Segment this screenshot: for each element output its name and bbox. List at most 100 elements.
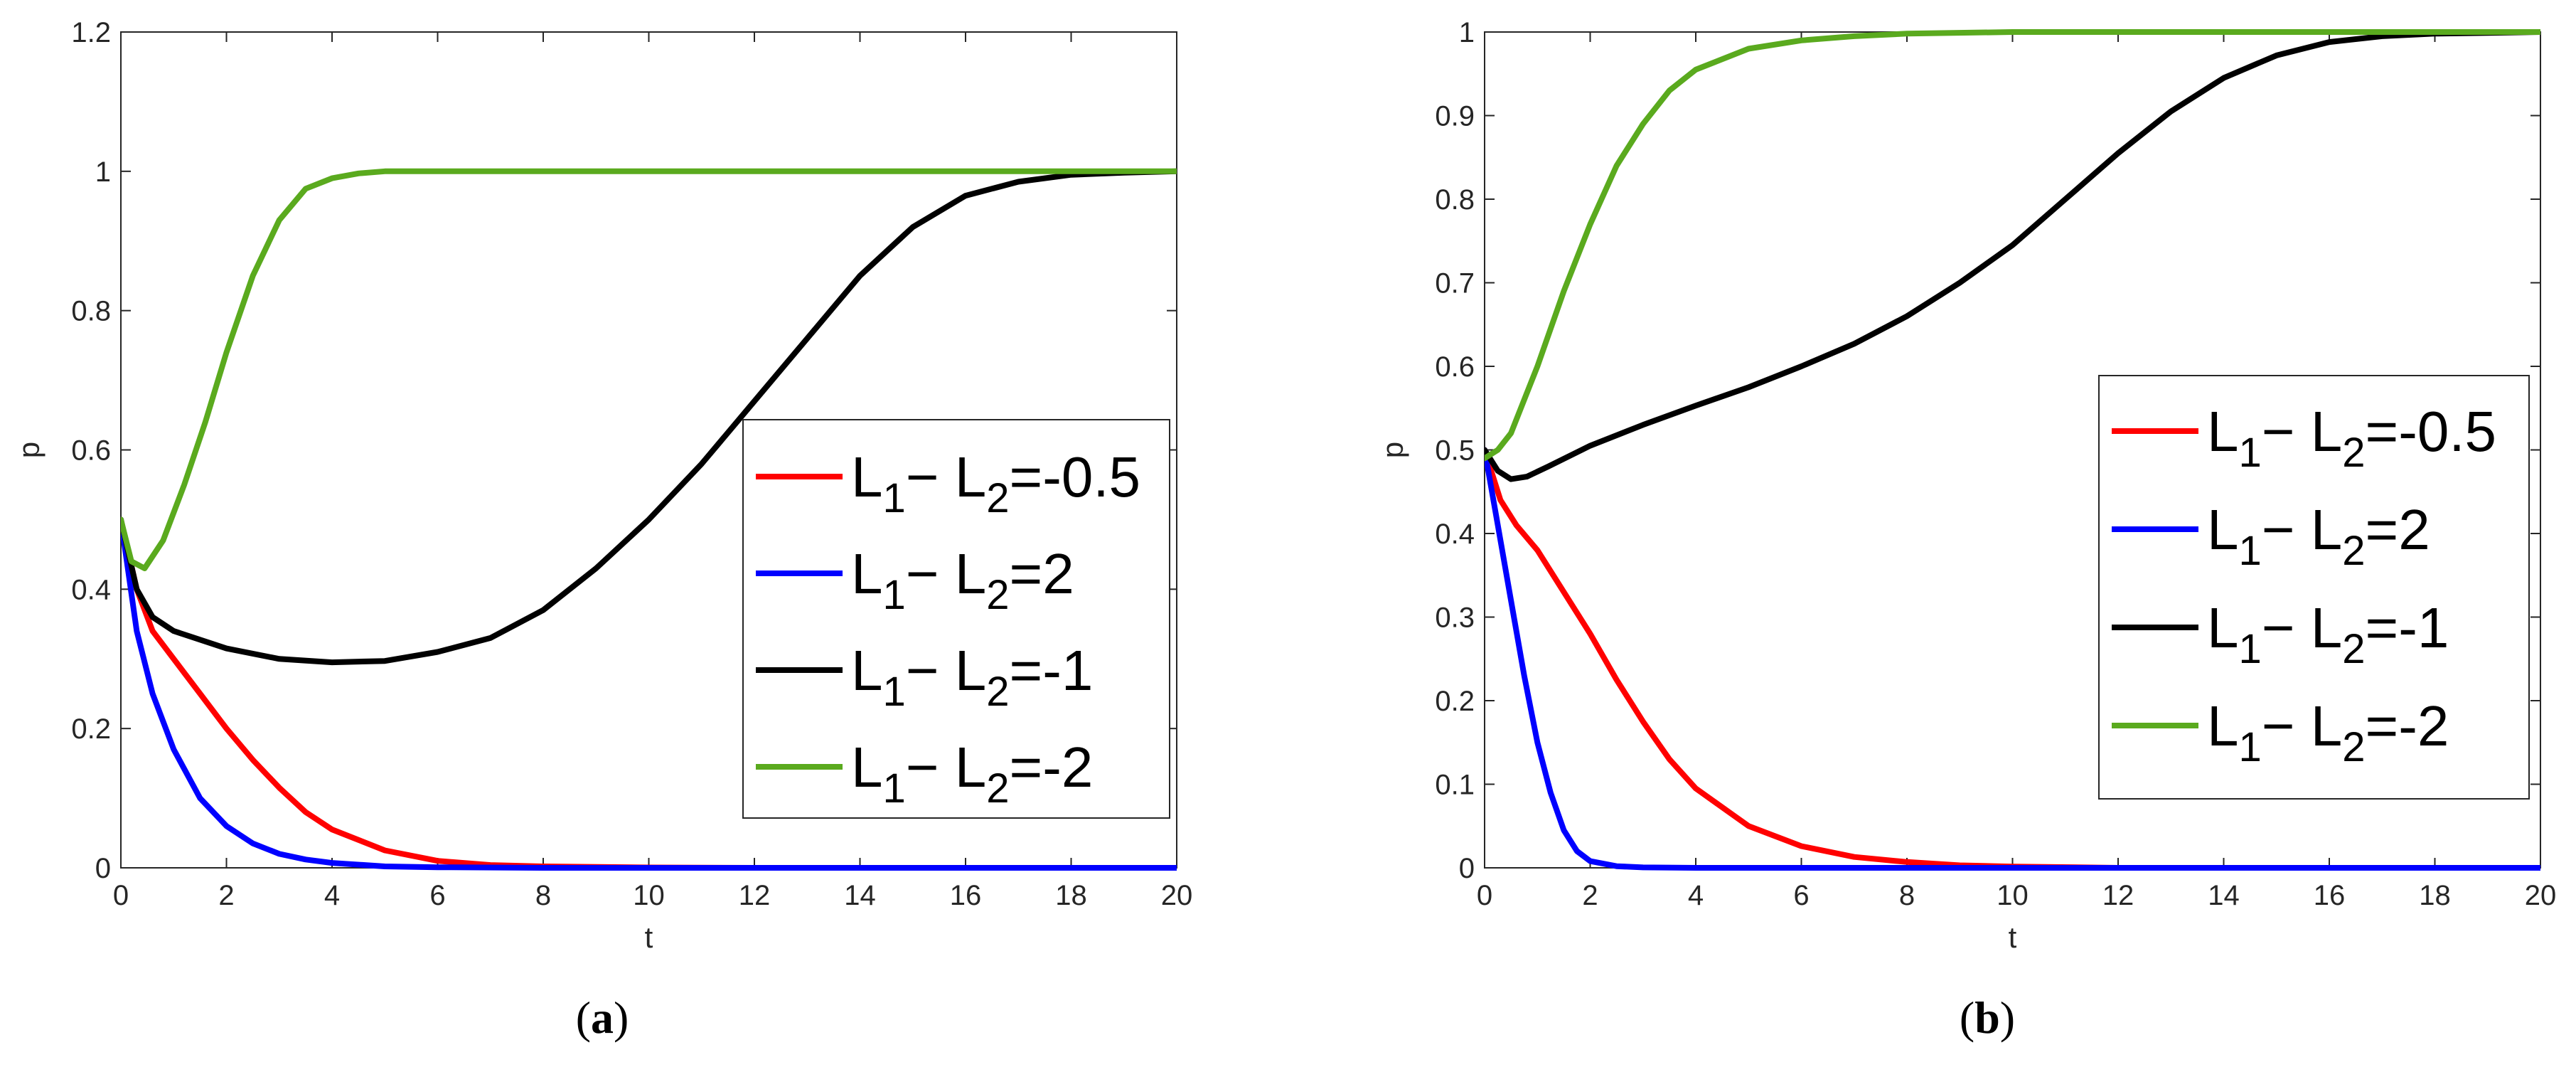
x-tick-label: 20 — [2525, 880, 2557, 911]
legend-text-part: 2 — [986, 572, 1009, 618]
y-tick-label: 0.2 — [71, 713, 111, 745]
legend-text-part: L — [939, 445, 986, 509]
panel-caption-letter: b — [1974, 992, 2000, 1043]
legend-text-part: L — [2294, 498, 2342, 561]
y-tick-label: 1 — [95, 156, 111, 188]
x-tick-label: 6 — [1793, 880, 1809, 911]
legend-box — [742, 419, 1170, 819]
y-tick-label: 1.2 — [71, 17, 111, 48]
series-line-2 — [121, 516, 1177, 871]
legend-text-part: L — [851, 639, 883, 702]
legend-text-part: L — [2294, 694, 2342, 758]
x-tick-label: 0 — [113, 880, 129, 911]
y-axis-label: p — [12, 442, 46, 458]
y-tick-label: 0.9 — [1435, 101, 1475, 132]
x-tick-label: 6 — [429, 880, 445, 911]
y-tick-label: 0.8 — [1435, 184, 1475, 216]
legend-text-part: 2 — [986, 475, 1009, 521]
legend-text-part: L — [2207, 596, 2239, 659]
x-axis-label: t — [645, 920, 653, 954]
panel-caption-b: (b) — [1960, 992, 2015, 1043]
legend-text-part: L — [851, 736, 883, 799]
panel-caption-letter: a — [591, 992, 614, 1043]
y-tick-label: 0.1 — [1435, 770, 1475, 801]
y-tick-label: 0 — [95, 853, 111, 884]
x-tick-label: 4 — [1688, 880, 1704, 911]
legend-text-part: L — [851, 445, 883, 509]
chart-panel-b: 0 2 4 6 8 10 12 14 16 18 2000.10.20.30.40.50.60.70… — [1376, 17, 2556, 1043]
x-tick-label: 8 — [1899, 880, 1915, 911]
legend-text-part: 1 — [883, 669, 906, 715]
legend-entry-3: L1− L2=-1 — [851, 639, 1093, 715]
x-tick-label: 2 — [1582, 880, 1598, 911]
y-tick-label: 0.3 — [1435, 602, 1475, 634]
legend-text-part: =2 — [2365, 498, 2430, 561]
y-tick-label: 1 — [1459, 17, 1475, 48]
legend-text-part: − — [906, 639, 939, 702]
legend-text-part: L — [851, 542, 883, 605]
x-tick-label: 10 — [633, 880, 665, 911]
panel-caption-paren: ) — [614, 992, 629, 1043]
y-tick-label: 0.6 — [71, 435, 111, 467]
x-axis-label: t — [2009, 920, 2017, 954]
x-tick-label: 14 — [844, 880, 876, 911]
legend-text-part: 1 — [2239, 528, 2262, 574]
legend-text-part: L — [2294, 400, 2342, 463]
x-tick-label: 18 — [1055, 880, 1087, 911]
legend-text-part: L — [939, 639, 986, 702]
legend-text-part: 2 — [2342, 626, 2365, 672]
panel-caption-paren: ) — [2000, 992, 2015, 1043]
x-tick-label: 2 — [218, 880, 234, 911]
legend-entry-4: L1− L2=-2 — [2207, 694, 2449, 770]
legend-text-part: 1 — [2239, 724, 2262, 770]
x-tick-label: 12 — [739, 880, 771, 911]
legend-text-part: − — [2262, 498, 2295, 561]
legend-text-part: L — [2207, 498, 2239, 561]
y-tick-label: 0.4 — [71, 574, 111, 605]
legend-text-part: − — [906, 542, 939, 605]
x-tick-label: 16 — [2314, 880, 2346, 911]
legend-entry-2: L1− L2=2 — [2207, 498, 2430, 574]
legend-text-part: L — [939, 736, 986, 799]
x-tick-label: 12 — [2102, 880, 2134, 911]
legend-text-part: 1 — [2239, 430, 2262, 476]
legend-text-part: − — [2262, 400, 2295, 463]
legend-text-part: =-0.5 — [1009, 445, 1140, 509]
legend-entry-3: L1− L2=-1 — [2207, 596, 2449, 672]
legend-text-part: 2 — [2342, 724, 2365, 770]
x-tick-label: 8 — [535, 880, 551, 911]
legend-entry-4: L1− L2=-2 — [851, 736, 1093, 812]
legend-text-part: =-0.5 — [2365, 400, 2496, 463]
legend-text-part: − — [2262, 596, 2295, 659]
legend-text-part: 2 — [2342, 528, 2365, 574]
series-line-4 — [121, 168, 1177, 571]
legend-text-part: − — [906, 445, 939, 509]
legend-entry-1: L1− L2=-0.5 — [851, 445, 1140, 521]
x-tick-label: 18 — [2419, 880, 2451, 911]
series-line-2 — [1485, 447, 2540, 871]
y-tick-label: 0.2 — [1435, 686, 1475, 717]
x-tick-label: 10 — [1997, 880, 2029, 911]
legend-text-part: − — [906, 736, 939, 799]
panel-caption-a: (a) — [576, 992, 629, 1043]
legend-text-part: − — [2262, 694, 2295, 758]
legend-text-part: L — [2207, 694, 2239, 758]
legend-text-part: 1 — [2239, 626, 2262, 672]
legend-entry-1: L1− L2=-0.5 — [2207, 400, 2496, 476]
y-tick-label: 0 — [1459, 853, 1475, 884]
legend-text-part: =-2 — [1009, 736, 1093, 799]
y-tick-label: 0.8 — [71, 296, 111, 327]
series-line-3 — [1485, 29, 2540, 482]
legend-text-part: 2 — [986, 669, 1009, 715]
y-tick-label: 0.4 — [1435, 519, 1475, 550]
legend-text-part: =-1 — [1009, 639, 1093, 702]
x-tick-label: 16 — [950, 880, 982, 911]
legend-text-part: =-2 — [2365, 694, 2449, 758]
y-tick-label: 0.5 — [1435, 435, 1475, 467]
legend-text-part: 2 — [2342, 430, 2365, 476]
y-tick-label: 0.6 — [1435, 351, 1475, 383]
x-tick-label: 4 — [324, 880, 340, 911]
legend-text-part: L — [939, 542, 986, 605]
